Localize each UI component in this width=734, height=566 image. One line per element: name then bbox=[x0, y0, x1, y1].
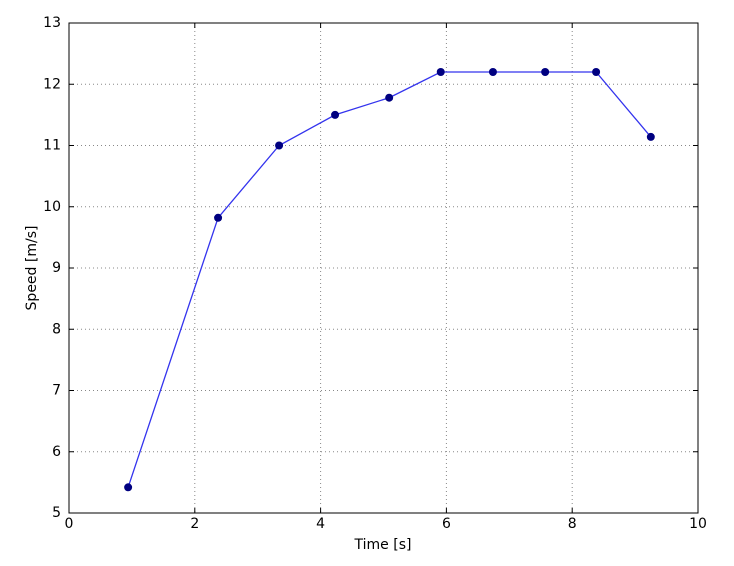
y-tick-label: 5 bbox=[52, 505, 61, 521]
marker bbox=[488, 68, 497, 76]
x-tick-label: 8 bbox=[568, 516, 577, 532]
line bbox=[127, 71, 652, 488]
marker bbox=[385, 93, 394, 102]
y-tick-label: 8 bbox=[52, 321, 61, 337]
marker bbox=[275, 141, 284, 150]
x-tick-label: 2 bbox=[190, 516, 199, 532]
x-tick-label: 6 bbox=[442, 516, 451, 532]
marker bbox=[124, 483, 133, 492]
y-tick-label: 12 bbox=[43, 76, 61, 92]
marker bbox=[592, 68, 601, 76]
y-tick-label: 9 bbox=[52, 260, 61, 276]
y-tick-label: 10 bbox=[43, 199, 61, 215]
x-tick-label: 0 bbox=[65, 516, 74, 532]
y-tick-label: 13 bbox=[43, 15, 61, 31]
marker bbox=[541, 68, 550, 76]
y-tick-label: 11 bbox=[43, 138, 61, 154]
marker bbox=[436, 68, 445, 76]
marker bbox=[331, 110, 340, 119]
marker bbox=[214, 213, 223, 222]
x-axis-label: Time [s] bbox=[354, 537, 412, 553]
x-tick-label: 10 bbox=[689, 516, 707, 532]
x-tick-label: 4 bbox=[316, 516, 325, 532]
y-tick-label: 6 bbox=[52, 444, 61, 460]
plot-frame bbox=[68, 22, 699, 514]
y-axis-label: Speed [m/s] bbox=[24, 226, 40, 311]
marker bbox=[646, 132, 655, 141]
y-tick-label: 7 bbox=[52, 383, 61, 399]
